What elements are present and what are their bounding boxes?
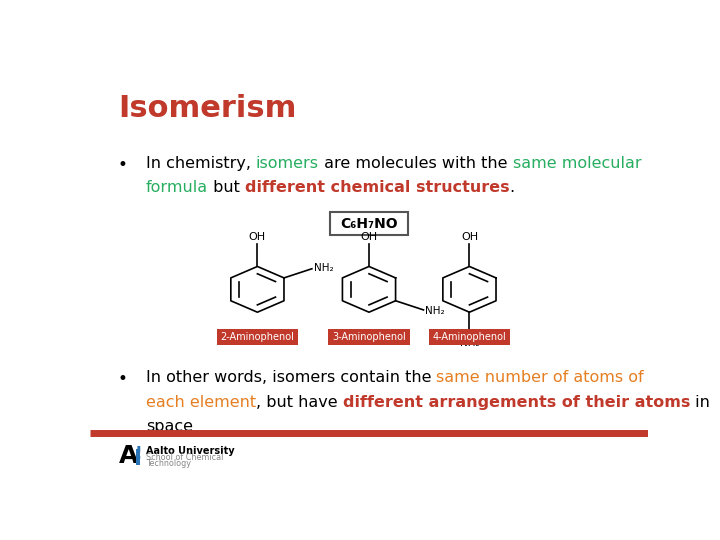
FancyBboxPatch shape [328, 329, 410, 345]
Text: each element: each element [145, 395, 256, 409]
FancyBboxPatch shape [330, 212, 408, 235]
Text: but: but [208, 180, 245, 195]
Text: In chemistry,: In chemistry, [145, 156, 256, 171]
Text: NH₂: NH₂ [313, 263, 333, 273]
Text: 3-Aminophenol: 3-Aminophenol [332, 332, 406, 342]
Text: different arrangements of their atoms: different arrangements of their atoms [343, 395, 690, 409]
Text: Technology: Technology [145, 458, 191, 468]
Text: , but have: , but have [256, 395, 343, 409]
Text: OH: OH [249, 232, 266, 241]
Text: Isomerism: Isomerism [118, 94, 296, 123]
Bar [136, 449, 140, 465]
Text: isomers: isomers [256, 156, 319, 171]
Text: In other words, isomers contain the: In other words, isomers contain the [145, 370, 436, 386]
Text: •: • [118, 370, 127, 388]
Text: Aalto University: Aalto University [145, 447, 235, 456]
FancyBboxPatch shape [428, 329, 510, 345]
Text: OH: OH [361, 232, 377, 241]
Text: NH₂: NH₂ [425, 306, 445, 316]
Text: NH₂: NH₂ [459, 338, 480, 348]
Text: same number of atoms of: same number of atoms of [436, 370, 644, 386]
Text: A: A [120, 444, 139, 468]
Text: are molecules with the: are molecules with the [319, 156, 513, 171]
Text: .: . [510, 180, 515, 195]
FancyBboxPatch shape [217, 329, 298, 345]
Text: OH: OH [461, 232, 478, 241]
Text: formula: formula [145, 180, 208, 195]
Text: different chemical structures: different chemical structures [245, 180, 510, 195]
Text: •: • [118, 156, 127, 174]
Text: School of Chemical: School of Chemical [145, 453, 223, 462]
Text: in: in [690, 395, 710, 409]
Text: space: space [145, 418, 193, 434]
Text: 4-Aminophenol: 4-Aminophenol [433, 332, 506, 342]
Text: same molecular: same molecular [513, 156, 642, 171]
Text: 2-Aminophenol: 2-Aminophenol [220, 332, 294, 342]
Text: !: ! [134, 444, 142, 463]
Text: C₆H₇NO: C₆H₇NO [340, 217, 398, 231]
